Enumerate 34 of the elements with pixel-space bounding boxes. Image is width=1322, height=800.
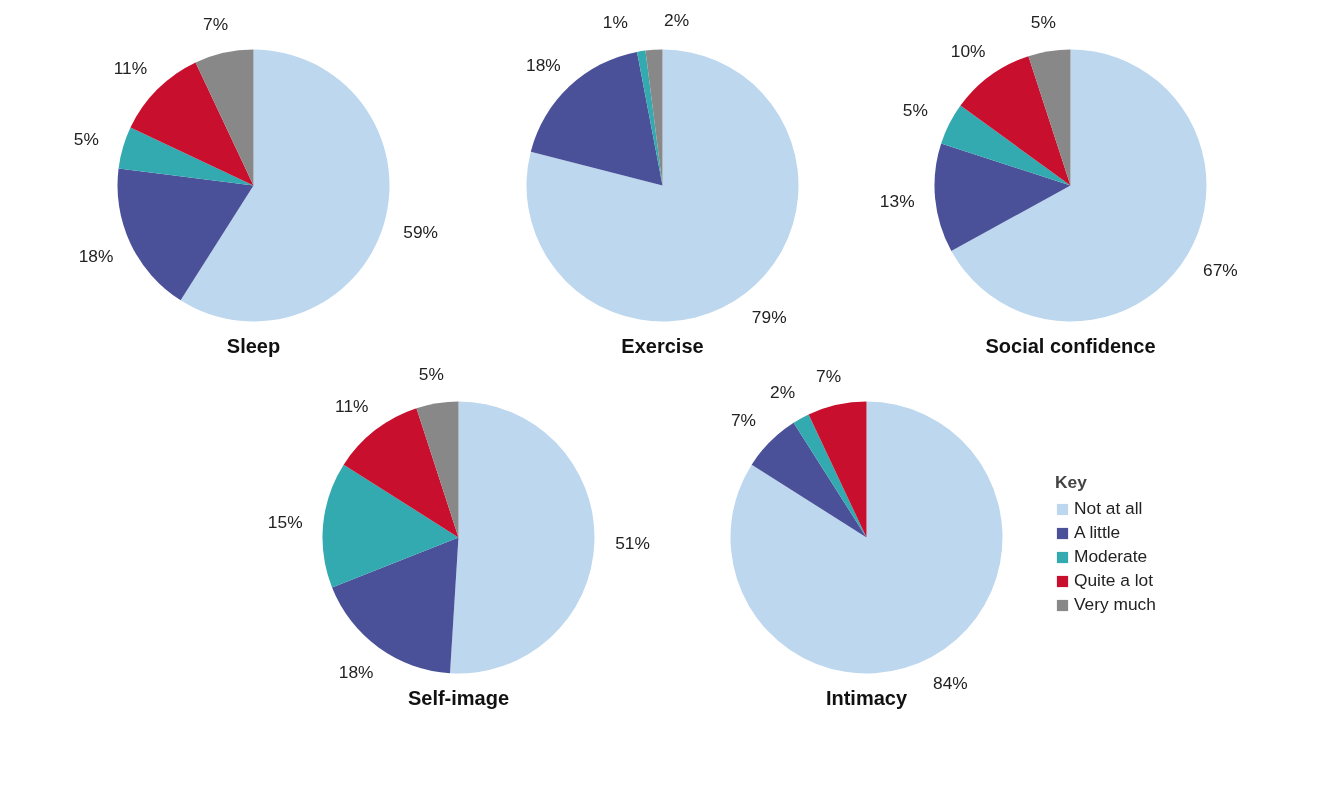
data-label: 1%: [602, 11, 628, 32]
legend-label: Moderate: [1074, 546, 1148, 567]
text: Exercise: [621, 334, 704, 357]
data-label: 18%: [78, 246, 114, 267]
text: Self-image: [407, 686, 510, 709]
data-label: 5%: [73, 129, 99, 150]
text: Intimacy: [825, 686, 908, 709]
data-label: 59%: [403, 221, 439, 242]
data-label: 84%: [933, 672, 968, 693]
data-label: 67%: [1203, 259, 1238, 280]
data-label: 7%: [730, 410, 756, 431]
legend-title: Key: [1055, 472, 1088, 493]
legend-label: Quite a lot: [1074, 570, 1153, 591]
data-label: 15%: [267, 511, 303, 532]
data-label: 5%: [902, 100, 928, 121]
legend-label: Not at all: [1074, 498, 1143, 519]
data-label: 11%: [335, 396, 369, 417]
legend-label: A little: [1074, 522, 1121, 543]
data-label: 51%: [615, 532, 650, 553]
data-label: 2%: [664, 9, 690, 30]
data-label: 5%: [418, 363, 444, 384]
data-label: 2%: [770, 382, 796, 403]
data-label: 11%: [113, 58, 148, 79]
data-label: 13%: [879, 191, 915, 212]
text: Social confidence: [985, 334, 1156, 357]
data-label: 7%: [816, 365, 842, 386]
data-label: 10%: [950, 41, 986, 62]
data-label: 79%: [751, 306, 787, 327]
data-label: 18%: [525, 54, 561, 75]
data-label: 5%: [1030, 11, 1056, 32]
legend-label: Very much: [1074, 594, 1156, 615]
data-label: 18%: [338, 661, 374, 682]
text: Sleep: [226, 334, 281, 357]
data-label: 7%: [203, 13, 229, 34]
